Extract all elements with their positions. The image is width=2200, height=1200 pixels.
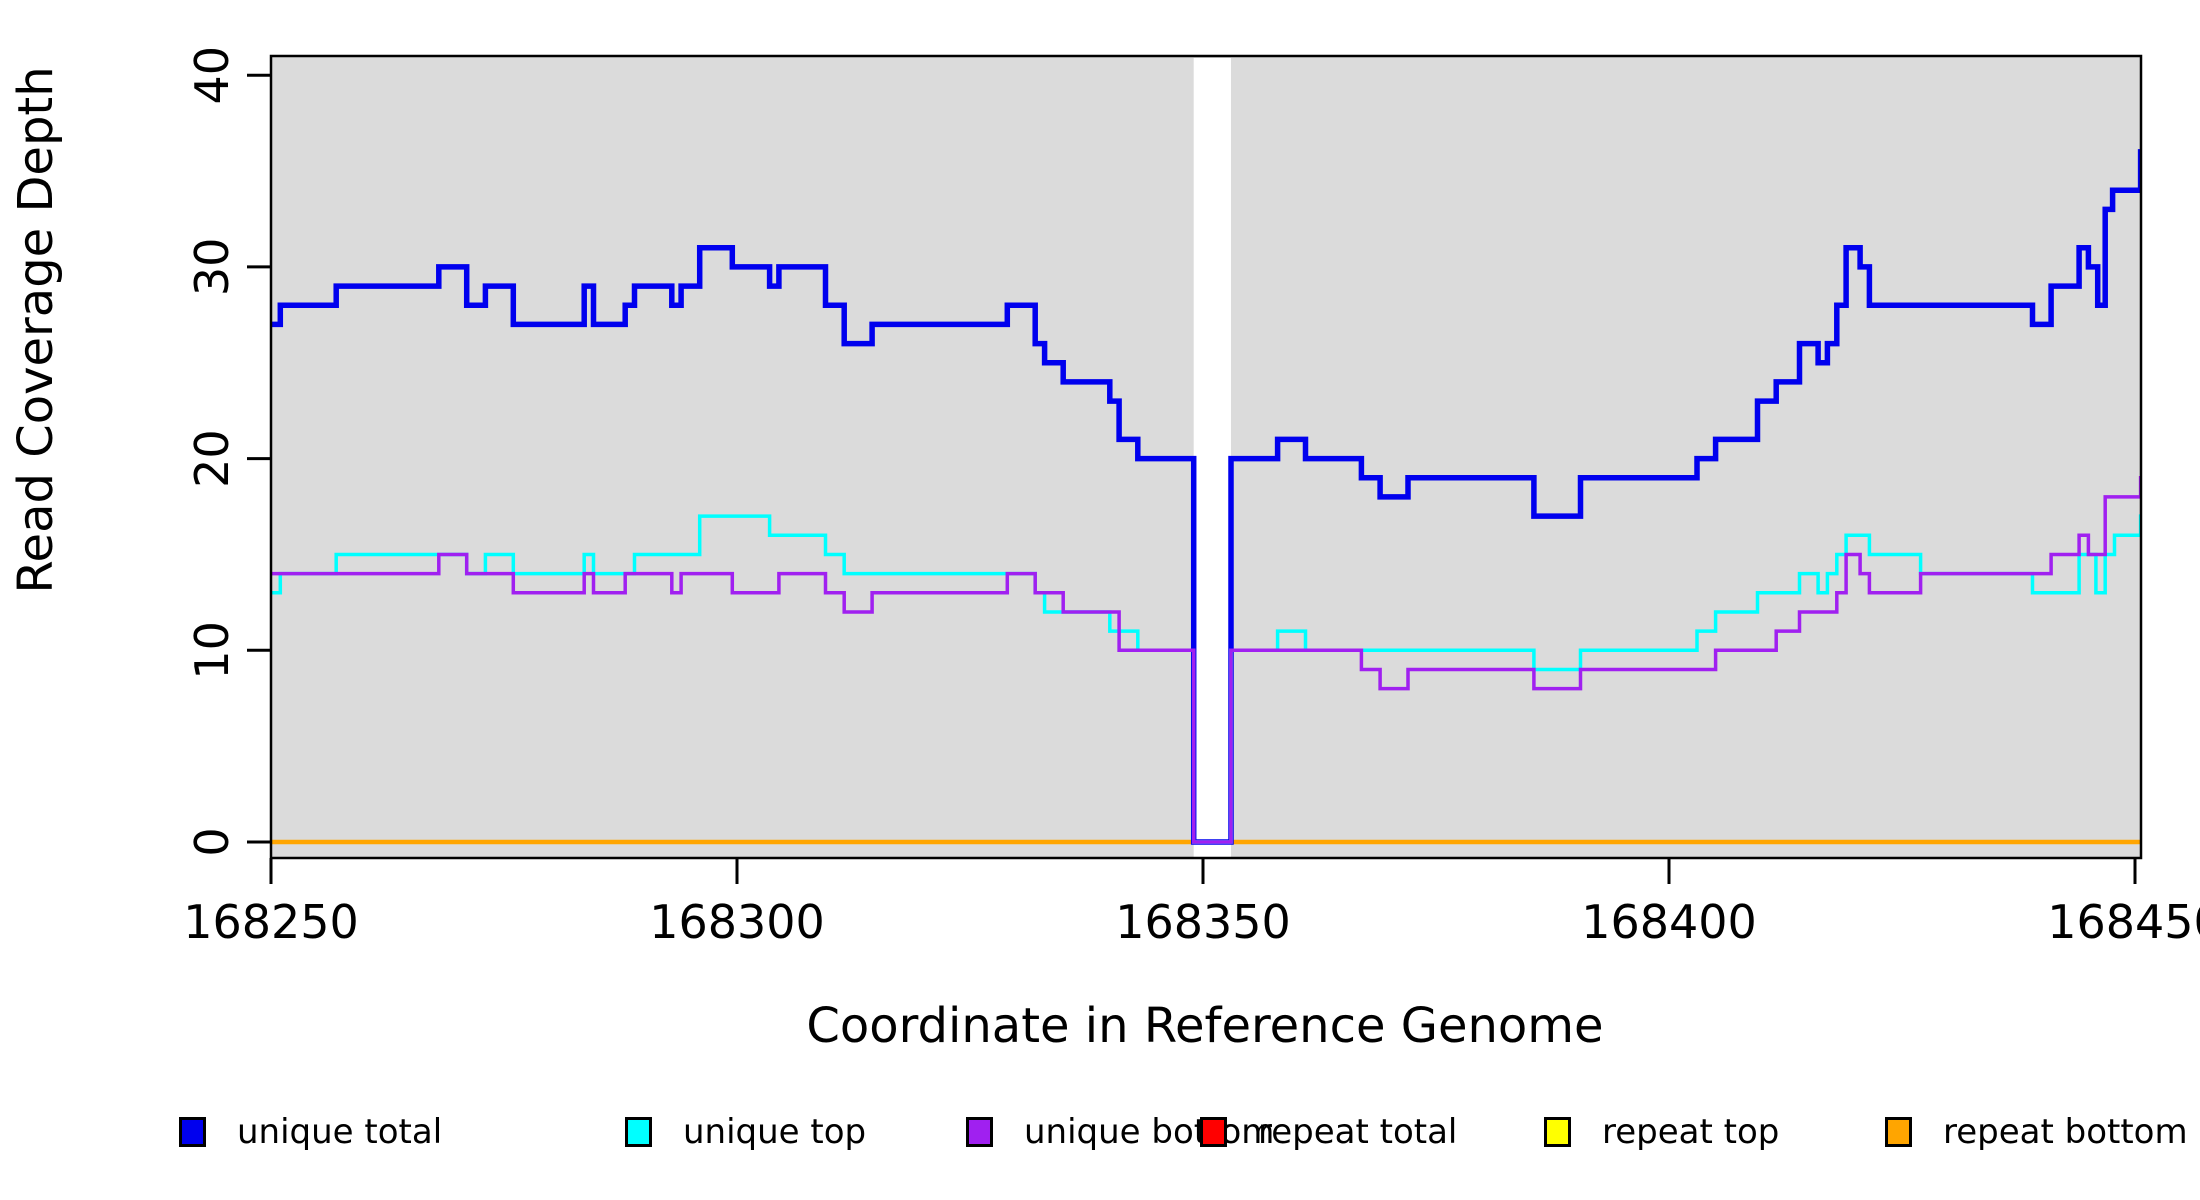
x-axis-title: Coordinate in Reference Genome [806, 998, 1604, 1054]
y-tick-label: 0 [185, 827, 239, 856]
x-tick-label: 168350 [1115, 895, 1291, 949]
coverage-gap-band [1193, 58, 1231, 857]
plot-border [269, 54, 2143, 860]
y-tick-label: 30 [185, 238, 239, 297]
series-unique-bottom [271, 476, 2141, 844]
y-tick-label: 10 [185, 621, 239, 680]
x-tick-label: 168300 [649, 895, 825, 949]
y-tick-label: 40 [185, 46, 239, 105]
x-tick-label: 168250 [183, 895, 359, 949]
x-tick-label: 168450 [2047, 895, 2200, 949]
y-tick-label: 20 [185, 429, 239, 488]
x-tick-label: 168400 [1581, 895, 1757, 949]
